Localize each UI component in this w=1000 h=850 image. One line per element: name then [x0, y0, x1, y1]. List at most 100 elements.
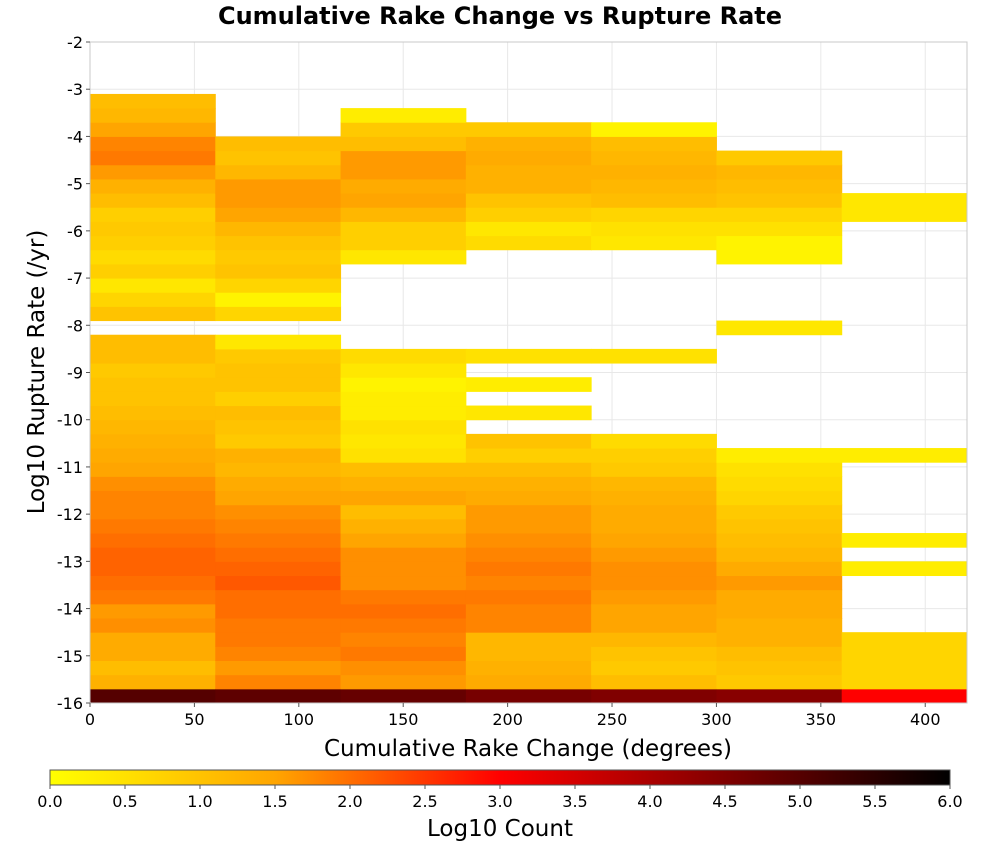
heatmap-cell: [215, 561, 342, 577]
heatmap-cell: [90, 292, 216, 307]
heatmap-cell: [591, 207, 717, 222]
heatmap-cell: [90, 547, 216, 562]
heatmap-cell: [591, 136, 717, 152]
heatmap-cell: [591, 504, 717, 520]
heatmap-cell: [90, 377, 216, 392]
heatmap-cell: [90, 150, 216, 166]
heatmap-cell: [340, 249, 467, 265]
heatmap-cell: [215, 674, 342, 690]
heatmap-cell: [340, 419, 467, 435]
heatmap-cell: [465, 490, 592, 506]
heatmap-cell: [90, 575, 216, 591]
heatmap-cell: [90, 306, 216, 322]
heatmap-cell: [90, 235, 216, 251]
heatmap-cell: [591, 150, 717, 166]
heatmap-cell: [591, 533, 717, 548]
heatmap-cell: [465, 660, 592, 676]
heatmap-cell: [591, 660, 717, 676]
heatmap-cell: [716, 518, 843, 534]
heatmap-cell: [716, 589, 843, 605]
heatmap-cell: [90, 518, 216, 534]
heatmap-cell: [215, 688, 342, 704]
heatmap-cell: [215, 207, 342, 222]
x-axis-label: Cumulative Rake Change (degrees): [324, 736, 732, 762]
heatmap-cell: [215, 433, 342, 449]
colorbar-tick-label: 2.0: [337, 792, 362, 811]
heatmap-cell: [591, 476, 717, 492]
heatmap-cell: [340, 533, 467, 548]
heatmap-cell: [215, 646, 342, 662]
heatmap-cell: [340, 448, 467, 463]
heatmap-cell: [215, 589, 342, 605]
heatmap-cell: [340, 504, 467, 520]
heatmap-cell: [340, 136, 467, 152]
heatmap-cell: [465, 646, 592, 662]
heatmap-cell: [90, 108, 216, 123]
heatmap-cell: [841, 660, 968, 676]
y-tick-label: -3: [67, 80, 83, 99]
heatmap-cell: [215, 476, 342, 492]
heatmap-cell: [340, 193, 467, 208]
heatmap-cell: [591, 462, 717, 477]
heatmap-cell: [340, 603, 467, 619]
heatmap-cell: [591, 122, 717, 137]
heatmap-cell: [591, 589, 717, 605]
heatmap-cell: [716, 533, 843, 548]
heatmap-cell: [716, 221, 843, 237]
y-tick-label: -14: [57, 600, 83, 619]
heatmap-cell: [90, 278, 216, 293]
heatmap-cell: [340, 377, 467, 392]
heatmap-cell: [215, 306, 342, 322]
heatmap-cell: [90, 207, 216, 222]
heatmap-cell: [340, 150, 467, 166]
heatmap-cell: [340, 618, 467, 633]
heatmap-cell: [90, 249, 216, 265]
heatmap-cell: [465, 518, 592, 534]
colorbar-tick-label: 2.5: [412, 792, 437, 811]
heatmap-cell: [591, 575, 717, 591]
heatmap-cell: [90, 433, 216, 449]
heatmap-cells: [90, 93, 968, 704]
heatmap-cell: [90, 632, 216, 647]
heatmap-cell: [340, 405, 467, 421]
colorbar-tick-label: 5.5: [862, 792, 887, 811]
heatmap-cell: [465, 561, 592, 577]
heatmap-cell: [215, 462, 342, 477]
heatmap-cell: [340, 490, 467, 506]
heatmap-cell: [215, 348, 342, 364]
heatmap-cell: [215, 504, 342, 520]
heatmap-cell: [90, 263, 216, 279]
y-tick-label: -13: [57, 552, 83, 571]
y-tick-label: -8: [67, 316, 83, 335]
heatmap-cell: [716, 462, 843, 477]
heatmap-cell: [215, 603, 342, 619]
colorbar-tick-label: 5.0: [787, 792, 812, 811]
heatmap-cell: [90, 348, 216, 364]
heatmap-cell: [340, 221, 467, 237]
heatmap-cell: [716, 249, 843, 265]
heatmap-cell: [340, 518, 467, 534]
heatmap-cell: [841, 533, 968, 548]
heatmap-cell: [716, 448, 843, 463]
heatmap-cell: [215, 533, 342, 548]
heatmap-cell: [716, 603, 843, 619]
heatmap-cell: [340, 108, 467, 123]
heatmap-cell: [340, 348, 467, 364]
heatmap-cell: [465, 462, 592, 477]
heatmap-cell: [465, 674, 592, 690]
heatmap-cell: [591, 164, 717, 180]
heatmap-cell: [716, 178, 843, 194]
heatmap-cell: [591, 688, 717, 704]
heatmap-cell: [90, 660, 216, 676]
heatmap-cell: [465, 504, 592, 520]
y-tick-label: -15: [57, 647, 83, 666]
heatmap-cell: [340, 391, 467, 407]
heatmap-cell: [215, 249, 342, 265]
heatmap-cell: [591, 632, 717, 647]
heatmap-cell: [90, 646, 216, 662]
colorbar-tick-label: 0.0: [37, 792, 62, 811]
heatmap-cell: [340, 561, 467, 577]
heatmap-cell: [841, 632, 968, 647]
colorbar-tick-label: 4.0: [637, 792, 662, 811]
